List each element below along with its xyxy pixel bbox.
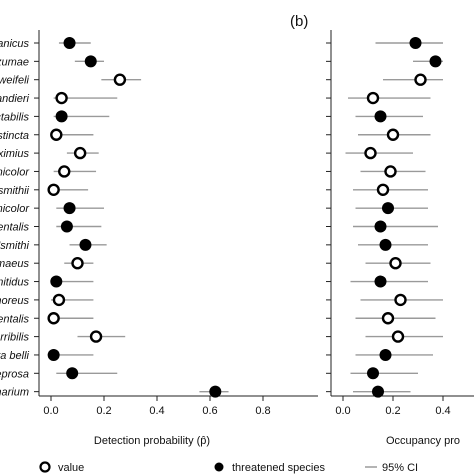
legend-label-threatened: threatened species	[232, 462, 325, 474]
species-label: noreus	[0, 295, 29, 307]
species-label: ctabilis	[0, 111, 29, 123]
point-threatened	[382, 202, 394, 215]
species-label: nicolor	[0, 203, 30, 215]
species-label: andieri	[0, 93, 30, 105]
point-threatened	[374, 220, 387, 233]
species-label: ximius	[0, 148, 29, 160]
x-axis-label-b: Occupancy pro	[386, 435, 460, 447]
species-label: entalis	[0, 313, 30, 325]
point-open	[50, 128, 63, 141]
panel-b: 0.0 0.2 0.4	[326, 30, 474, 417]
point-open	[414, 73, 427, 86]
x-tick-label: 0.0	[335, 405, 350, 417]
point-open	[89, 330, 103, 343]
x-tick-label: 0.2	[96, 405, 111, 417]
point-open	[47, 312, 60, 325]
species-label: stincta	[0, 130, 29, 142]
species-label: zumae	[0, 56, 29, 68]
point-open	[386, 128, 400, 141]
point-open	[52, 293, 66, 307]
point-open	[384, 165, 397, 178]
species-label: nicolor	[0, 166, 30, 178]
point-open	[73, 146, 87, 160]
x-tick-label: 0.6	[202, 405, 217, 417]
point-open	[364, 146, 377, 160]
point-threatened	[367, 367, 379, 380]
point-open	[71, 257, 84, 270]
point-threatened	[379, 238, 392, 251]
point-threatened	[66, 367, 79, 380]
species-label: smithii	[0, 185, 30, 197]
species-label: eprosa	[0, 368, 29, 380]
species-label: 'smithi	[0, 240, 30, 252]
species-label: narium	[0, 387, 29, 399]
legend-label-ci: 95% CI	[382, 462, 418, 474]
point-open	[58, 165, 71, 178]
point-threatened	[47, 348, 60, 361]
point-threatened	[55, 110, 68, 123]
point-open	[113, 73, 127, 86]
point-open	[47, 183, 60, 197]
point-threatened	[63, 202, 76, 215]
x-tick-label: 0.8	[255, 405, 270, 417]
x-tick-label: 0.4	[435, 405, 450, 417]
species-label: entalis	[0, 222, 30, 234]
point-threatened	[372, 385, 384, 398]
species-label: ra belli	[0, 350, 30, 362]
legend-filled-marker	[214, 462, 224, 472]
panel-b-label: (b)	[290, 13, 308, 30]
point-open	[391, 330, 405, 343]
point-threatened	[79, 238, 92, 251]
point-threatened	[374, 275, 387, 288]
point-threatened	[409, 37, 422, 49]
point-threatened	[209, 385, 222, 398]
legend-label-value: value	[58, 462, 84, 474]
point-open	[366, 91, 380, 105]
x-axis-label-a: Detection probability (p̂)	[94, 435, 210, 447]
point-open	[381, 312, 395, 325]
species-label: anicus	[0, 38, 30, 50]
point-open	[55, 91, 68, 105]
point-open	[394, 293, 407, 307]
point-threatened	[60, 220, 73, 233]
point-open	[389, 257, 402, 270]
point-open	[376, 183, 390, 197]
point-threatened	[50, 275, 63, 288]
x-tick-label: 0.4	[149, 405, 164, 417]
x-tick-label: 0.2	[385, 405, 400, 417]
x-tick-label: 0.0	[43, 405, 58, 417]
panel-a: 0.0 0.2 0.4 0.6 0.8 anicus zumae weifeli andieri…	[0, 30, 318, 417]
point-threatened	[379, 348, 392, 361]
point-threatened	[63, 37, 76, 49]
species-label: maeus	[0, 258, 29, 270]
point-threatened	[84, 55, 97, 68]
legend: value threatened species 95% CI	[39, 461, 418, 474]
species-label: nitidus	[0, 277, 30, 289]
species-label: weifeli	[0, 75, 30, 87]
point-threatened	[374, 110, 387, 123]
point-threatened	[429, 55, 442, 68]
legend-open-marker	[39, 461, 51, 473]
species-label: rribilis	[0, 332, 29, 344]
